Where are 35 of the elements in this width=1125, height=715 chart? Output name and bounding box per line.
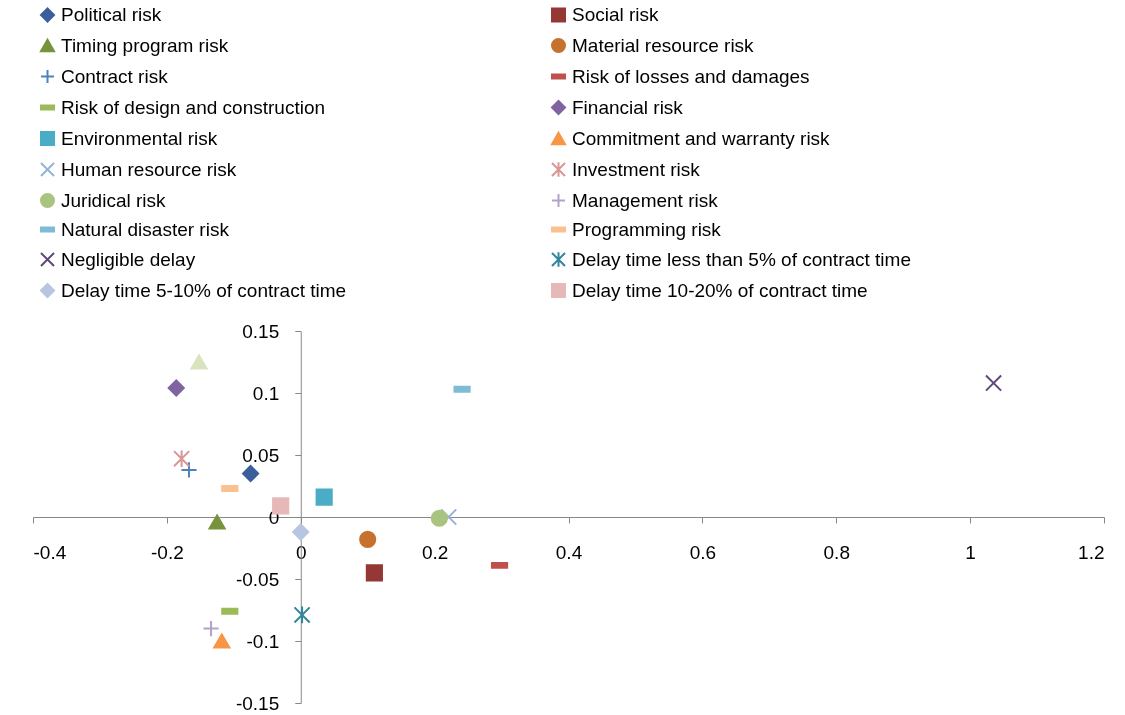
y-tick-label: -0.1: [246, 630, 280, 652]
y-tick-label: -0.15: [235, 692, 280, 714]
legend-label: Social risk: [572, 3, 660, 25]
legend-label: Management risk: [572, 189, 719, 211]
legend-label: Delay time 5-10% of contract time: [61, 279, 347, 301]
legend-label: Programming risk: [572, 218, 722, 240]
y-tick-label: 0.05: [242, 444, 280, 466]
legend-label: Delay time less than 5% of contract time: [572, 248, 911, 270]
legend-label: Timing program risk: [61, 34, 229, 56]
legend-label: Juridical risk: [61, 189, 167, 211]
x-tick-label: -0.2: [151, 541, 184, 563]
legend-label: Political risk: [61, 3, 162, 25]
legend-label: Risk of losses and damages: [572, 65, 810, 87]
x-tick-label: 0.2: [421, 541, 449, 563]
legend-label: Material resource risk: [572, 34, 755, 56]
x-tick-label: 1.2: [1078, 541, 1105, 563]
y-tick-label: -0.05: [235, 568, 280, 590]
x-tick-label: 0.4: [555, 541, 583, 563]
x-tick-label: -0.4: [33, 541, 67, 563]
legend-label: Human resource risk: [61, 158, 237, 180]
legend-label: Environmental risk: [61, 127, 218, 149]
legend-label: Financial risk: [572, 96, 684, 118]
y-tick-label: 0.15: [242, 320, 280, 342]
legend-label: Commitment and warranty risk: [572, 127, 831, 149]
legend-label: Investment risk: [572, 158, 701, 180]
legend-label: Natural disaster risk: [61, 218, 230, 240]
y-tick-label: 0.1: [252, 382, 280, 404]
legend-label: Risk of design and construction: [61, 96, 326, 118]
legend-label: Contract risk: [61, 65, 169, 87]
x-tick-label: 0.6: [689, 541, 717, 563]
legend-label: Delay time 10-20% of contract time: [572, 279, 868, 301]
x-tick-label: 0: [295, 541, 307, 563]
legend-label: Negligible delay: [61, 248, 196, 270]
x-tick-label: 1: [965, 541, 976, 563]
x-tick-label: 0.8: [823, 541, 850, 563]
